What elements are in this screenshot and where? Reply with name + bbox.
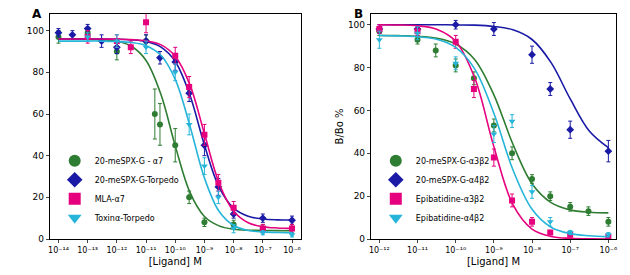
svg-text:20-meSPX-G-α4β2: 20-meSPX-G-α4β2 bbox=[416, 176, 490, 185]
svg-text:A: A bbox=[32, 7, 42, 21]
svg-text:MLA-α7: MLA-α7 bbox=[95, 195, 125, 204]
svg-text:B/Bo %: B/Bo % bbox=[334, 109, 345, 145]
svg-text:10⁻¹¹: 10⁻¹¹ bbox=[407, 246, 428, 255]
svg-text:10⁻¹³: 10⁻¹³ bbox=[77, 246, 98, 255]
svg-text:10⁻⁸: 10⁻⁸ bbox=[523, 246, 541, 255]
svg-text:10⁻⁶: 10⁻⁶ bbox=[600, 246, 618, 255]
svg-text:[Ligand] M: [Ligand] M bbox=[467, 256, 520, 267]
svg-text:40: 40 bbox=[354, 148, 366, 158]
svg-text:10⁻¹⁰: 10⁻¹⁰ bbox=[165, 246, 186, 255]
svg-text:10⁻⁶: 10⁻⁶ bbox=[283, 246, 301, 255]
svg-text:100: 100 bbox=[27, 26, 44, 36]
svg-text:B: B bbox=[354, 7, 363, 21]
svg-text:10⁻⁷: 10⁻⁷ bbox=[254, 246, 272, 255]
svg-text:80: 80 bbox=[32, 67, 44, 77]
svg-text:80: 80 bbox=[354, 63, 366, 73]
svg-text:Epibatidine-α3β2: Epibatidine-α3β2 bbox=[416, 195, 484, 204]
svg-text:10⁻⁹: 10⁻⁹ bbox=[196, 246, 214, 255]
svg-text:40: 40 bbox=[32, 151, 44, 161]
svg-text:Epibatidine-α4β2: Epibatidine-α4β2 bbox=[416, 214, 484, 223]
svg-text:20-meSPX-G-α3β2: 20-meSPX-G-α3β2 bbox=[416, 157, 490, 166]
svg-text:Toxinα-Torpedo: Toxinα-Torpedo bbox=[94, 214, 155, 223]
svg-text:60: 60 bbox=[354, 106, 366, 116]
svg-text:20: 20 bbox=[32, 192, 44, 202]
svg-text:60: 60 bbox=[32, 109, 44, 119]
svg-text:10⁻¹⁴: 10⁻¹⁴ bbox=[48, 246, 69, 255]
svg-text:10⁻⁷: 10⁻⁷ bbox=[561, 246, 579, 255]
svg-text:10⁻¹⁰: 10⁻¹⁰ bbox=[445, 246, 466, 255]
svg-text:10⁻¹²: 10⁻¹² bbox=[369, 246, 390, 255]
svg-text:0: 0 bbox=[38, 234, 44, 244]
svg-text:20-meSPX-G - α7: 20-meSPX-G - α7 bbox=[95, 157, 163, 166]
svg-text:20: 20 bbox=[354, 191, 366, 201]
svg-text:10⁻¹¹: 10⁻¹¹ bbox=[136, 246, 157, 255]
svg-text:10⁻⁸: 10⁻⁸ bbox=[225, 246, 243, 255]
svg-text:20-meSPX-G-Torpedo: 20-meSPX-G-Torpedo bbox=[95, 176, 179, 185]
svg-text:[Ligand] M: [Ligand] M bbox=[149, 256, 202, 267]
svg-text:10⁻¹²: 10⁻¹² bbox=[106, 246, 127, 255]
svg-text:0: 0 bbox=[359, 234, 365, 244]
svg-text:100: 100 bbox=[348, 20, 365, 30]
svg-text:10⁻⁹: 10⁻⁹ bbox=[485, 246, 503, 255]
